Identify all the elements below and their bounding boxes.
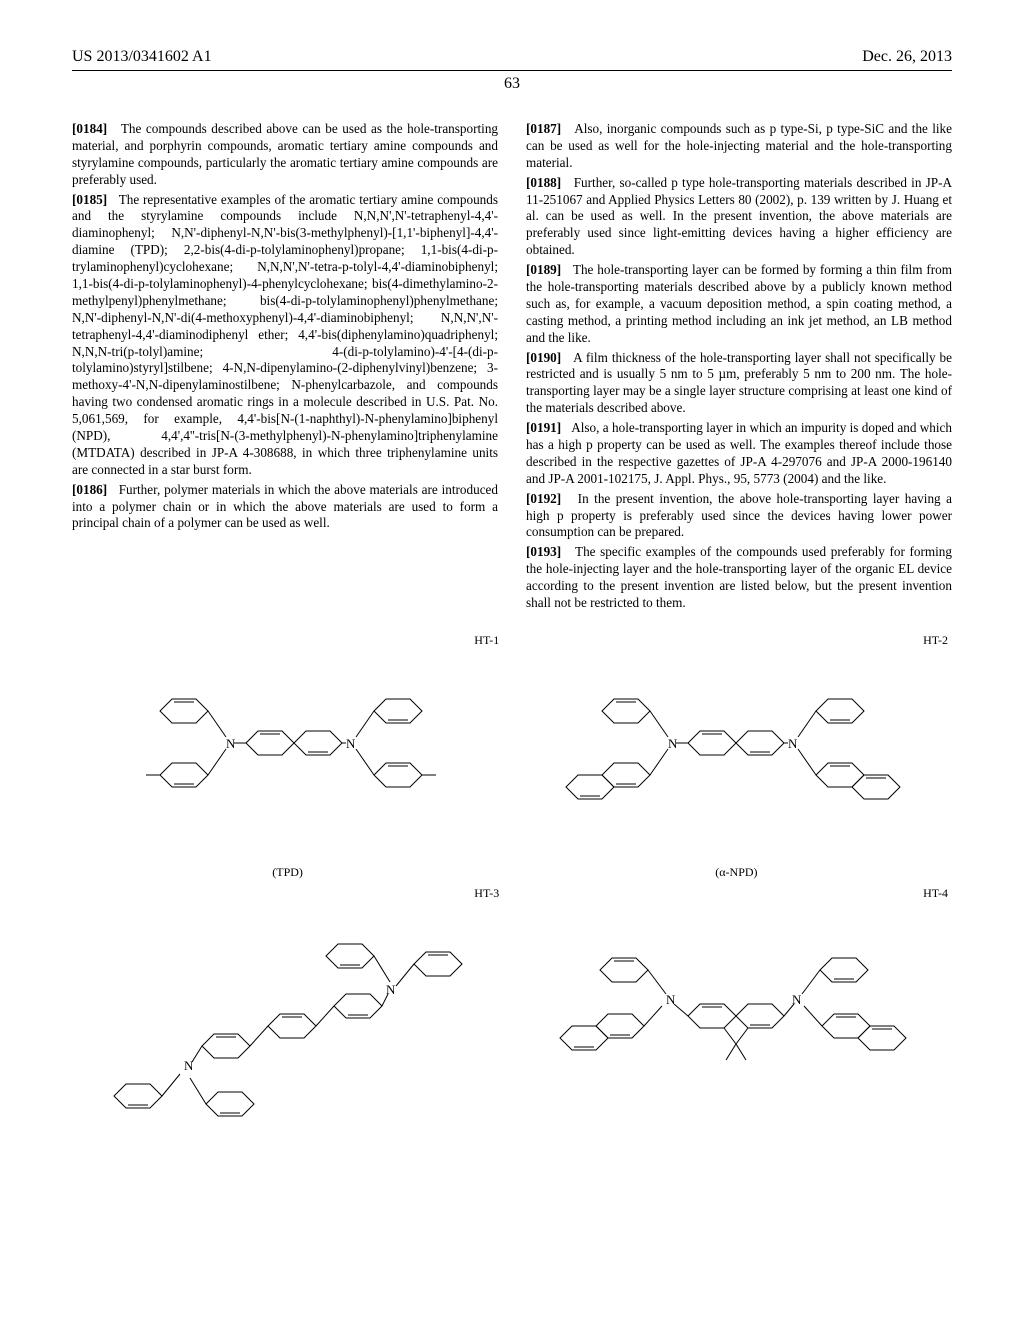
page-number: 63 bbox=[72, 75, 952, 93]
struct-label: HT-1 bbox=[474, 633, 499, 648]
text-columns: [0184] The compounds described above can… bbox=[72, 121, 952, 615]
struct-ht1: HT-1 N bbox=[72, 633, 503, 880]
svg-text:N: N bbox=[184, 1058, 194, 1073]
struct-caption: (TPD) bbox=[272, 865, 303, 880]
publication-date: Dec. 26, 2013 bbox=[862, 48, 952, 66]
para-0192: [0192] In the present invention, the abo… bbox=[526, 491, 952, 542]
struct-label: HT-2 bbox=[923, 633, 948, 648]
struct-caption: (α-NPD) bbox=[715, 865, 757, 880]
struct-label: HT-3 bbox=[474, 886, 499, 901]
left-column: [0184] The compounds described above can… bbox=[72, 121, 498, 615]
para-0188: [0188] Further, so-called p type hole-tr… bbox=[526, 175, 952, 259]
para-0189: [0189] The hole-transporting layer can b… bbox=[526, 262, 952, 346]
struct-row-2: HT-3 N bbox=[72, 886, 952, 1166]
molecule-ht4: N N bbox=[516, 886, 956, 1146]
struct-ht3: HT-3 N bbox=[72, 886, 503, 1166]
svg-text:N: N bbox=[788, 736, 798, 751]
para-0187: [0187] Also, inorganic compounds such as… bbox=[526, 121, 952, 172]
para-0193: [0193] The specific examples of the comp… bbox=[526, 544, 952, 612]
para-0191: [0191] Also, a hole-transporting layer i… bbox=[526, 420, 952, 488]
para-0190: [0190] A film thickness of the hole-tran… bbox=[526, 350, 952, 418]
struct-ht2: HT-2 N bbox=[521, 633, 952, 880]
para-0184: [0184] The compounds described above can… bbox=[72, 121, 498, 189]
chemical-structures: HT-1 N bbox=[72, 633, 952, 1166]
molecule-npd: N N bbox=[526, 633, 946, 863]
struct-ht4: HT-4 bbox=[521, 886, 952, 1146]
molecule-tpd: N N bbox=[98, 633, 478, 863]
para-0186: [0186] Further, polymer materials in whi… bbox=[72, 482, 498, 533]
svg-text:N: N bbox=[346, 736, 356, 751]
patent-number: US 2013/0341602 A1 bbox=[72, 48, 212, 66]
struct-row-1: HT-1 N bbox=[72, 633, 952, 880]
right-column: [0187] Also, inorganic compounds such as… bbox=[526, 121, 952, 615]
page-header: US 2013/0341602 A1 Dec. 26, 2013 bbox=[72, 48, 952, 71]
struct-label: HT-4 bbox=[923, 886, 948, 901]
patent-page: US 2013/0341602 A1 Dec. 26, 2013 63 [018… bbox=[0, 0, 1024, 1320]
para-0185: [0185] The representative examples of th… bbox=[72, 192, 498, 479]
molecule-ht3: N N bbox=[98, 886, 478, 1166]
